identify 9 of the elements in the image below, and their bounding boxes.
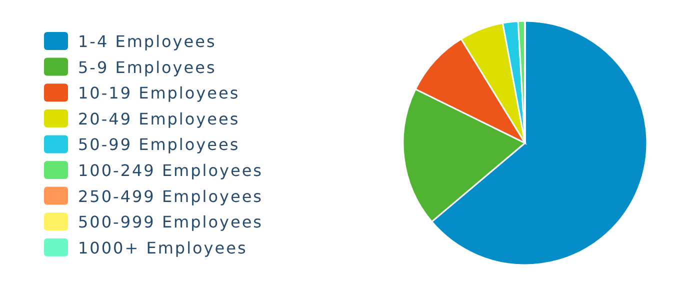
legend-label: 250-499 Employees bbox=[78, 186, 264, 206]
legend-label: 50-99 Employees bbox=[78, 135, 240, 154]
legend-label: 20-49 Employees bbox=[78, 109, 240, 128]
legend-label: 10-19 Employees bbox=[78, 84, 240, 103]
legend-label: 100-249 Employees bbox=[78, 161, 264, 180]
legend-label: 1-4 Employees bbox=[78, 32, 216, 51]
legend-label: 5-9 Employees bbox=[78, 58, 216, 77]
legend-label: 500-999 Employees bbox=[78, 212, 264, 232]
legend-label: 1000+ Employees bbox=[78, 238, 248, 258]
